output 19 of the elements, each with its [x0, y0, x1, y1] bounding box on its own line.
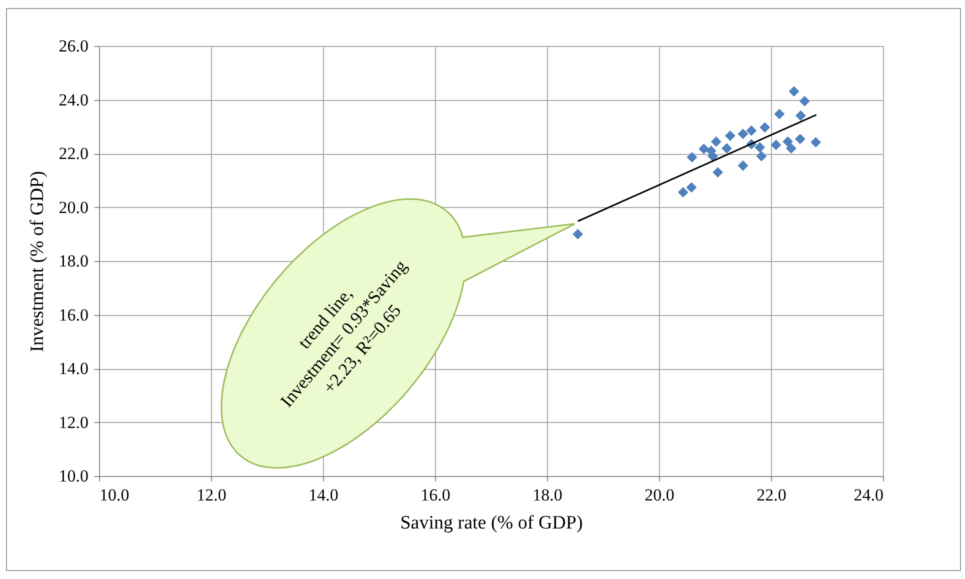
x-tick-label: 18.0 — [532, 486, 562, 504]
y-tick-label: 26.0 — [58, 36, 88, 56]
x-tick-label: 16.0 — [420, 486, 450, 504]
x-tick-label: 24.0 — [854, 486, 884, 504]
x-tick-label: 12.0 — [196, 486, 226, 504]
x-tick-label: 22.0 — [756, 486, 786, 504]
y-tick-label: 12.0 — [58, 412, 88, 432]
x-tick-label: 20.0 — [644, 486, 674, 504]
x-axis-title: Saving rate (% of GDP) — [400, 512, 583, 534]
y-tick-label: 16.0 — [58, 305, 88, 324]
y-tick-label: 18.0 — [58, 252, 88, 270]
y-tick-label: 22.0 — [58, 144, 88, 163]
x-tick-label: 14.0 — [308, 486, 338, 504]
x-tick-label: 10.0 — [100, 486, 130, 504]
y-tick-label: 20.0 — [58, 198, 88, 217]
y-tick-label: 14.0 — [58, 359, 88, 378]
y-tick-label: 10.0 — [58, 466, 88, 486]
y-tick-label: 24.0 — [58, 90, 88, 110]
y-axis-title: Investment (% of GDP) — [26, 171, 48, 352]
